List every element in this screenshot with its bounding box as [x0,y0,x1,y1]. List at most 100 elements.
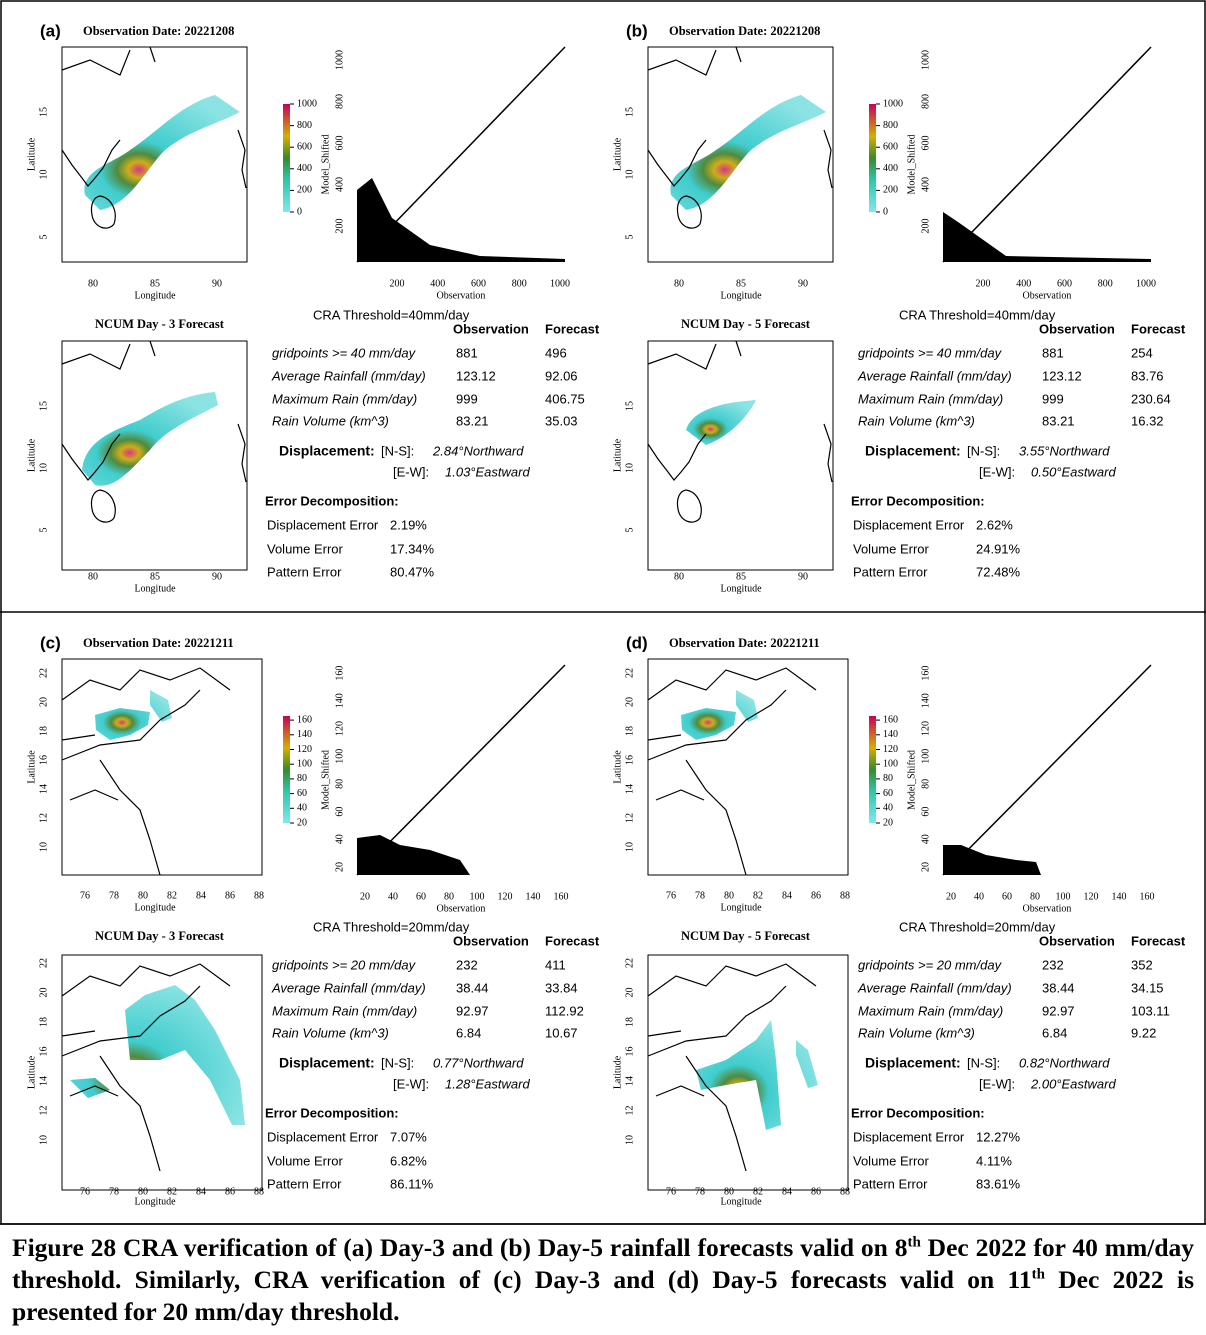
scatter-x-tick-label: 800 [1098,278,1113,289]
scatter-x-tick-label: 200 [976,278,991,289]
lat-tick-label: 10 [624,463,635,473]
scatter-x-tick-label: 20 [360,891,370,902]
direction-label: [N-S]: [967,1055,1000,1070]
axis-label: Latitude [26,1055,37,1089]
error-value: 17.34% [390,541,435,556]
scatter-x-tick-label: 100 [470,891,485,902]
direction-label: [E-W]: [979,464,1015,479]
row-label: Maximum Rain (mm/day) [858,1003,1003,1018]
map-title: NCUM Day - 3 Forecast [95,317,225,331]
scatter-x-tick-label: 1000 [1136,278,1156,289]
axis-label: Model_Shifted [906,135,917,195]
error-title: Error Decomposition: [265,1105,399,1120]
displacement-value: 2.84°Northward [432,443,524,458]
colorbar-tick-label: 120 [883,744,898,755]
direction-label: [N-S]: [967,443,1000,458]
error-name: Volume Error [267,541,344,556]
lon-tick-label: 80 [724,1186,734,1197]
axis-label: Latitude [612,438,623,472]
scatter-y-tick-label: 140 [334,693,345,708]
scatter-y-tick-label: 800 [334,94,345,109]
scatter-x-tick-label: 600 [471,278,486,289]
forecast-value: 35.03 [545,413,578,428]
colorbar [283,716,290,823]
lat-tick-label: 20 [38,697,49,707]
lat-tick-label: 18 [38,1017,49,1027]
axis-label: Observation [437,290,486,301]
map [647,954,849,1191]
scatter-y-tick-label: 200 [334,219,345,234]
scatter-x-tick-label: 800 [512,278,527,289]
lat-tick-label: 12 [38,1106,49,1116]
observation-value: 999 [456,391,478,406]
map-title: NCUM Day - 5 Forecast [681,929,811,943]
row-label: gridpoints >= 40 mm/day [858,345,1003,360]
table-header: Observation [453,321,529,336]
forecast-value: 496 [545,345,567,360]
lat-tick-label: 22 [624,958,635,968]
lon-tick-label: 82 [753,1186,763,1197]
lon-tick-label: 88 [840,1186,850,1197]
error-name: Displacement Error [267,1129,379,1144]
scatter-y-tick-label: 800 [920,94,931,109]
colorbar-tick-label: 40 [883,803,893,814]
caption-text: Dec 2022 is presented for 20 mm/day thre… [12,1265,1194,1326]
lat-tick-label: 10 [624,1135,635,1145]
map [61,658,263,876]
lon-tick-label: 85 [736,571,746,582]
scatter-points [943,212,1151,262]
axis-label: Longitude [720,583,762,594]
lat-tick-label: 12 [624,1106,635,1116]
rain-field [84,95,240,210]
scatter-y-tick-label: 140 [920,693,931,708]
error-value: 83.61% [976,1176,1021,1191]
scatter-y-tick-label: 200 [920,219,931,234]
axis-label: Longitude [720,902,762,913]
lon-tick-label: 80 [724,890,734,901]
map-title: Observation Date: 20221208 [669,24,820,38]
row-label: Maximum Rain (mm/day) [272,391,417,406]
threshold: CRA Threshold=40mm/day [899,307,1056,322]
lat-tick-label: 20 [624,697,635,707]
threshold: CRA Threshold=20mm/day [899,919,1056,934]
table-header: Observation [1039,321,1115,336]
scatter-x-tick-label: 100 [1056,891,1071,902]
displacement-label: Displacement: [279,1055,375,1071]
axis-label: Latitude [26,137,37,171]
lon-tick-label: 78 [695,1186,705,1197]
displacement-value: 0.77°Northward [433,1055,524,1070]
scatter-x-tick-label: 400 [430,278,445,289]
row-label: gridpoints >= 40 mm/day [272,345,417,360]
lon-tick-label: 80 [674,278,684,289]
observation-value: 999 [1042,391,1064,406]
colorbar-tick-label: 160 [297,714,312,725]
coastline [61,963,231,1172]
error-name: Volume Error [267,1153,344,1168]
lon-tick-label: 78 [109,890,119,901]
coastline [647,963,817,1172]
scatter-y-tick-label: 160 [334,666,345,681]
forecast-value: 16.32 [1131,413,1164,428]
caption: Figure 28 CRA verification of (a) Day-3 … [12,1232,1194,1328]
panel-label: (c) [40,633,61,652]
colorbar-tick-label: 0 [883,206,888,217]
colorbar-tick-label: 80 [883,773,893,784]
colorbar-tick-label: 600 [883,141,898,152]
error-title: Error Decomposition: [851,1105,985,1120]
lon-tick-label: 82 [753,890,763,901]
error-value: 7.07% [390,1129,427,1144]
forecast-value: 254 [1131,345,1153,360]
lon-tick-label: 78 [695,890,705,901]
lon-tick-label: 88 [254,890,264,901]
scatter-x-tick-label: 600 [1057,278,1072,289]
lon-tick-label: 85 [736,278,746,289]
observation-value: 123.12 [456,368,496,383]
panel-label: (a) [40,21,61,40]
map-title: Observation Date: 20221211 [669,636,820,650]
rain-field [670,95,826,210]
rain-field [696,1020,818,1130]
colorbar-tick-label: 160 [883,714,898,725]
row-label: Rain Volume (km^3) [272,1025,389,1040]
scatter-x-tick-label: 400 [1016,278,1031,289]
